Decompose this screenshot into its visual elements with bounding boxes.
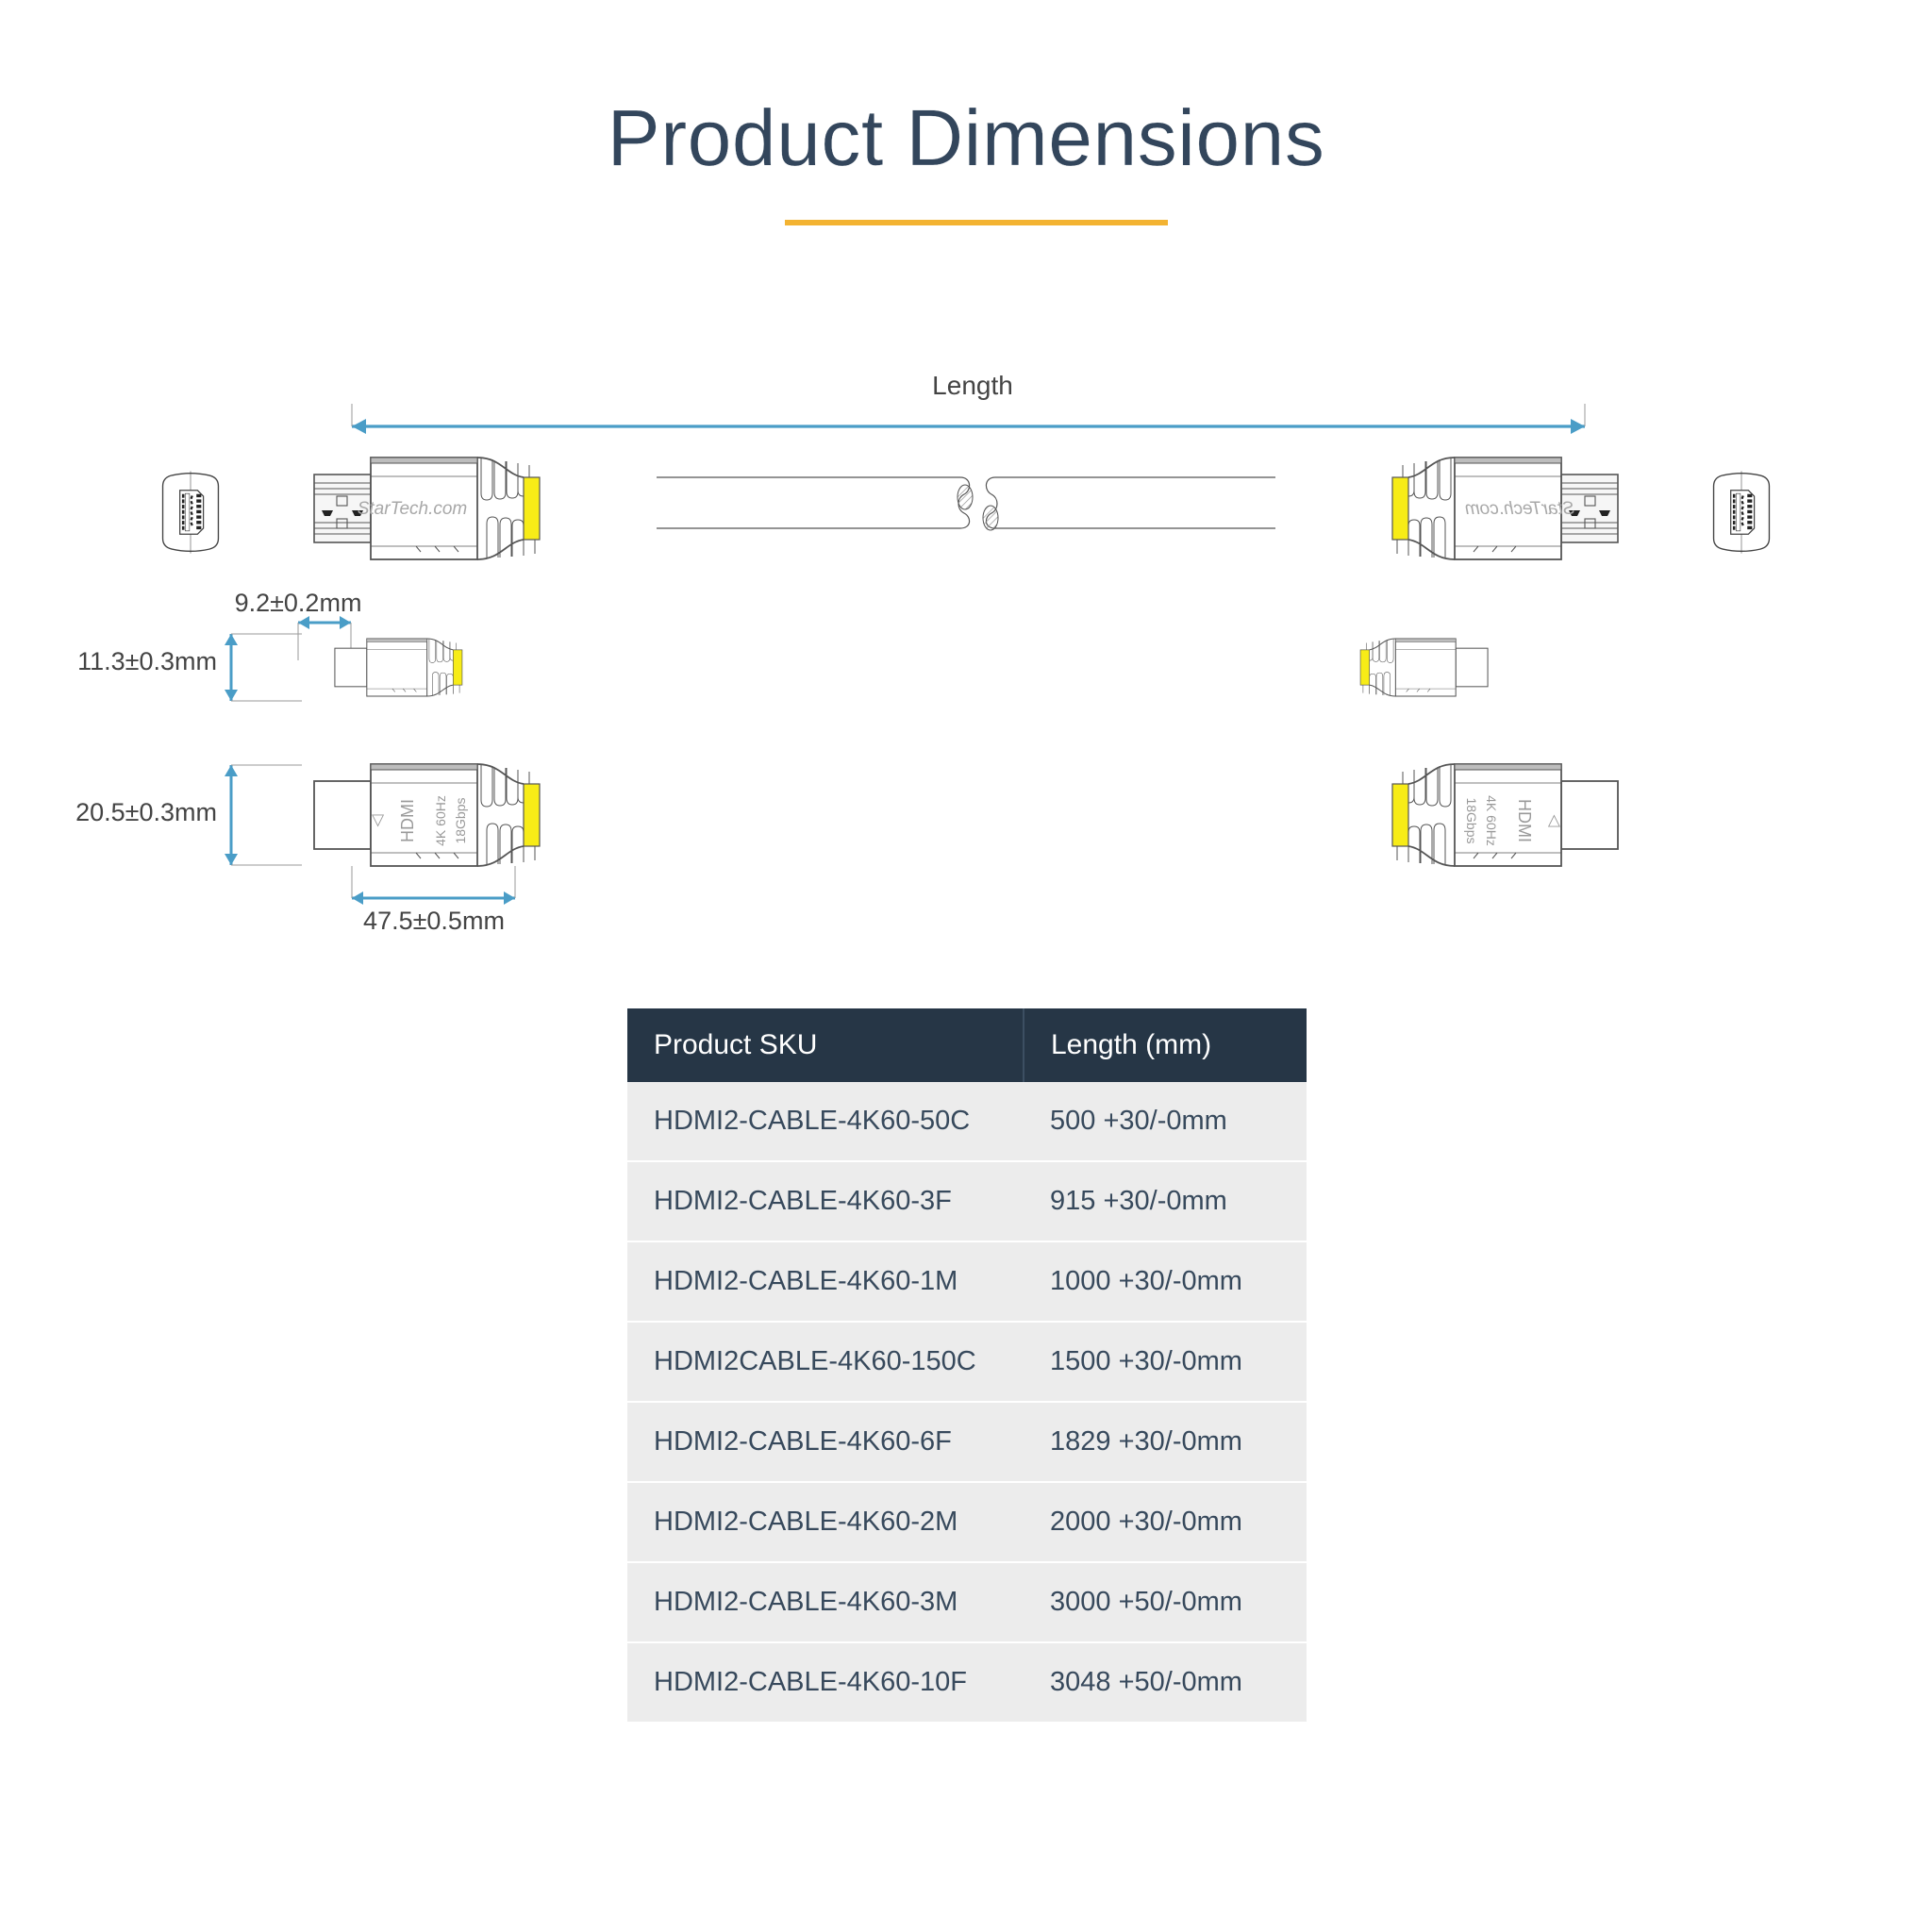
svg-text:18Gbps: 18Gbps (453, 797, 468, 843)
svg-text:◁: ◁ (1546, 814, 1564, 827)
svg-text:11.3±0.3mm: 11.3±0.3mm (77, 647, 217, 675)
svg-text:HDMI: HDMI (1515, 799, 1534, 842)
svg-text:47.5±0.5mm: 47.5±0.5mm (363, 907, 505, 935)
svg-text:4K 60Hz: 4K 60Hz (1484, 795, 1499, 846)
svg-text:18Gbps: 18Gbps (1464, 797, 1479, 843)
svg-text:20.5±0.3mm: 20.5±0.3mm (75, 798, 217, 826)
svg-text:StarTech.com: StarTech.com (1465, 499, 1575, 519)
svg-text:4K 60Hz: 4K 60Hz (433, 795, 448, 846)
svg-text:Length: Length (932, 371, 1013, 400)
svg-text:HDMI: HDMI (398, 799, 417, 842)
svg-text:◁: ◁ (368, 814, 386, 827)
svg-text:StarTech.com: StarTech.com (358, 499, 468, 519)
svg-text:9.2±0.2mm: 9.2±0.2mm (235, 589, 362, 617)
